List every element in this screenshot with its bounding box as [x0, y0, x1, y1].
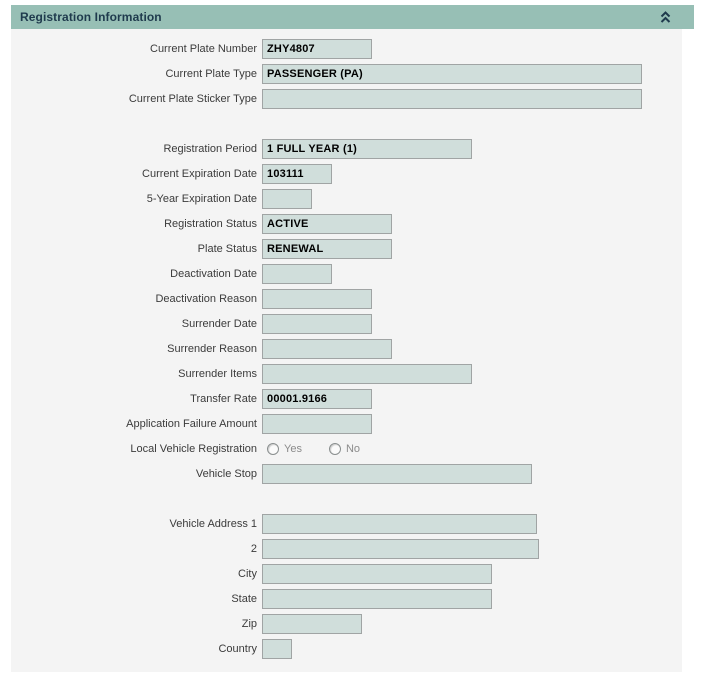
deactivation-date-label: Deactivation Date: [170, 267, 257, 280]
form-row: Surrender Date: [11, 311, 682, 336]
form-row: 2: [11, 536, 682, 561]
surrender-reason-field[interactable]: [262, 338, 392, 359]
city-field[interactable]: [262, 563, 492, 584]
current-plate-sticker-type-label: Current Plate Sticker Type: [128, 92, 257, 105]
current-plate-type-label: Current Plate Type: [165, 67, 257, 80]
state-label: State: [231, 592, 257, 605]
form-row: Registration Status ACTIVE: [11, 211, 682, 236]
radio-no-label: No: [345, 442, 361, 455]
radio-no-icon[interactable]: [328, 442, 341, 455]
vehicle-stop-field[interactable]: [262, 463, 532, 484]
zip-label: Zip: [241, 617, 257, 630]
local-vehicle-registration-radios: Yes No: [267, 439, 360, 459]
plate-status-field[interactable]: RENEWAL: [262, 238, 392, 259]
deactivation-date-field[interactable]: [262, 263, 332, 284]
panel-title: Registration Information: [20, 10, 162, 24]
form-row: 5-Year Expiration Date: [11, 186, 682, 211]
registration-status-field[interactable]: ACTIVE: [262, 213, 392, 234]
form-row: Current Expiration Date 103111: [11, 161, 682, 186]
vehicle-stop-label: Vehicle Stop: [195, 467, 257, 480]
registration-period-label: Registration Period: [163, 142, 257, 155]
surrender-items-label: Surrender Items: [178, 367, 257, 380]
vehicle-address-1-field[interactable]: [262, 513, 537, 534]
form-row: Transfer Rate 00001.9166: [11, 386, 682, 411]
plate-status-label: Plate Status: [197, 242, 257, 255]
five-year-expiration-date-field[interactable]: [262, 188, 312, 209]
form-row: Vehicle Address 1: [11, 511, 682, 536]
registration-status-label: Registration Status: [164, 217, 257, 230]
panel-body: Current Plate Number ZHY4807 Current Pla…: [11, 29, 682, 672]
group-spacer: [11, 111, 682, 136]
current-expiration-date-field[interactable]: 103111: [262, 163, 332, 184]
vehicle-address-2-label: 2: [250, 542, 257, 555]
state-field[interactable]: [262, 588, 492, 609]
deactivation-reason-label: Deactivation Reason: [155, 292, 257, 305]
form-row: Application Failure Amount: [11, 411, 682, 436]
application-failure-amount-field[interactable]: [262, 413, 372, 434]
radio-option-no[interactable]: No: [328, 442, 361, 455]
current-expiration-date-label: Current Expiration Date: [142, 167, 257, 180]
application-failure-amount-label: Application Failure Amount: [126, 417, 257, 430]
current-plate-number-label: Current Plate Number: [150, 42, 257, 55]
plate-status-value: RENEWAL: [267, 242, 324, 255]
form-row: Zip: [11, 611, 682, 636]
local-vehicle-registration-label: Local Vehicle Registration: [130, 442, 257, 455]
group-spacer: [11, 486, 682, 511]
zip-field[interactable]: [262, 613, 362, 634]
current-plate-type-field[interactable]: PASSENGER (PA): [262, 63, 642, 84]
current-plate-number-value: ZHY4807: [267, 42, 315, 55]
surrender-date-label: Surrender Date: [181, 317, 257, 330]
form-row: Vehicle Stop: [11, 461, 682, 486]
form-row: Current Plate Sticker Type: [11, 86, 682, 111]
form-row: Current Plate Type PASSENGER (PA): [11, 61, 682, 86]
radio-option-yes[interactable]: Yes: [267, 442, 302, 455]
deactivation-reason-field[interactable]: [262, 288, 372, 309]
transfer-rate-value: 00001.9166: [267, 392, 328, 405]
form-row: Deactivation Reason: [11, 286, 682, 311]
surrender-items-field[interactable]: [262, 363, 472, 384]
form-row: Surrender Items: [11, 361, 682, 386]
country-label: Country: [218, 642, 257, 655]
chevron-double-up-icon: [660, 10, 671, 24]
form-row: Plate Status RENEWAL: [11, 236, 682, 261]
surrender-date-field[interactable]: [262, 313, 372, 334]
form-row: Registration Period 1 FULL YEAR (1): [11, 136, 682, 161]
vehicle-address-1-label: Vehicle Address 1: [169, 517, 257, 530]
current-plate-number-field[interactable]: ZHY4807: [262, 38, 372, 59]
form-row: Current Plate Number ZHY4807: [11, 36, 682, 61]
panel-header[interactable]: Registration Information: [11, 5, 694, 29]
form-row: City: [11, 561, 682, 586]
five-year-expiration-date-label: 5-Year Expiration Date: [146, 192, 257, 205]
city-label: City: [238, 567, 257, 580]
radio-yes-icon[interactable]: [267, 442, 279, 455]
current-plate-sticker-type-field[interactable]: [262, 88, 642, 109]
radio-yes-label: Yes: [284, 442, 302, 455]
transfer-rate-label: Transfer Rate: [190, 392, 257, 405]
country-field[interactable]: [262, 638, 292, 659]
form-row: Surrender Reason: [11, 336, 682, 361]
form-row: State: [11, 586, 682, 611]
current-plate-type-value: PASSENGER (PA): [267, 67, 363, 80]
form-row: Deactivation Date: [11, 261, 682, 286]
form-row: Country: [11, 636, 682, 661]
surrender-reason-label: Surrender Reason: [167, 342, 257, 355]
registration-period-value: 1 FULL YEAR (1): [267, 142, 357, 155]
current-expiration-date-value: 103111: [267, 167, 304, 180]
registration-panel: Registration Information Current Plate N…: [11, 5, 694, 672]
collapse-button[interactable]: [660, 10, 684, 24]
form-row-radio: Local Vehicle Registration Yes No: [11, 436, 682, 461]
registration-period-field[interactable]: 1 FULL YEAR (1): [262, 138, 472, 159]
transfer-rate-field[interactable]: 00001.9166: [262, 388, 372, 409]
vehicle-address-2-field[interactable]: [262, 538, 539, 559]
registration-status-value: ACTIVE: [267, 217, 309, 230]
